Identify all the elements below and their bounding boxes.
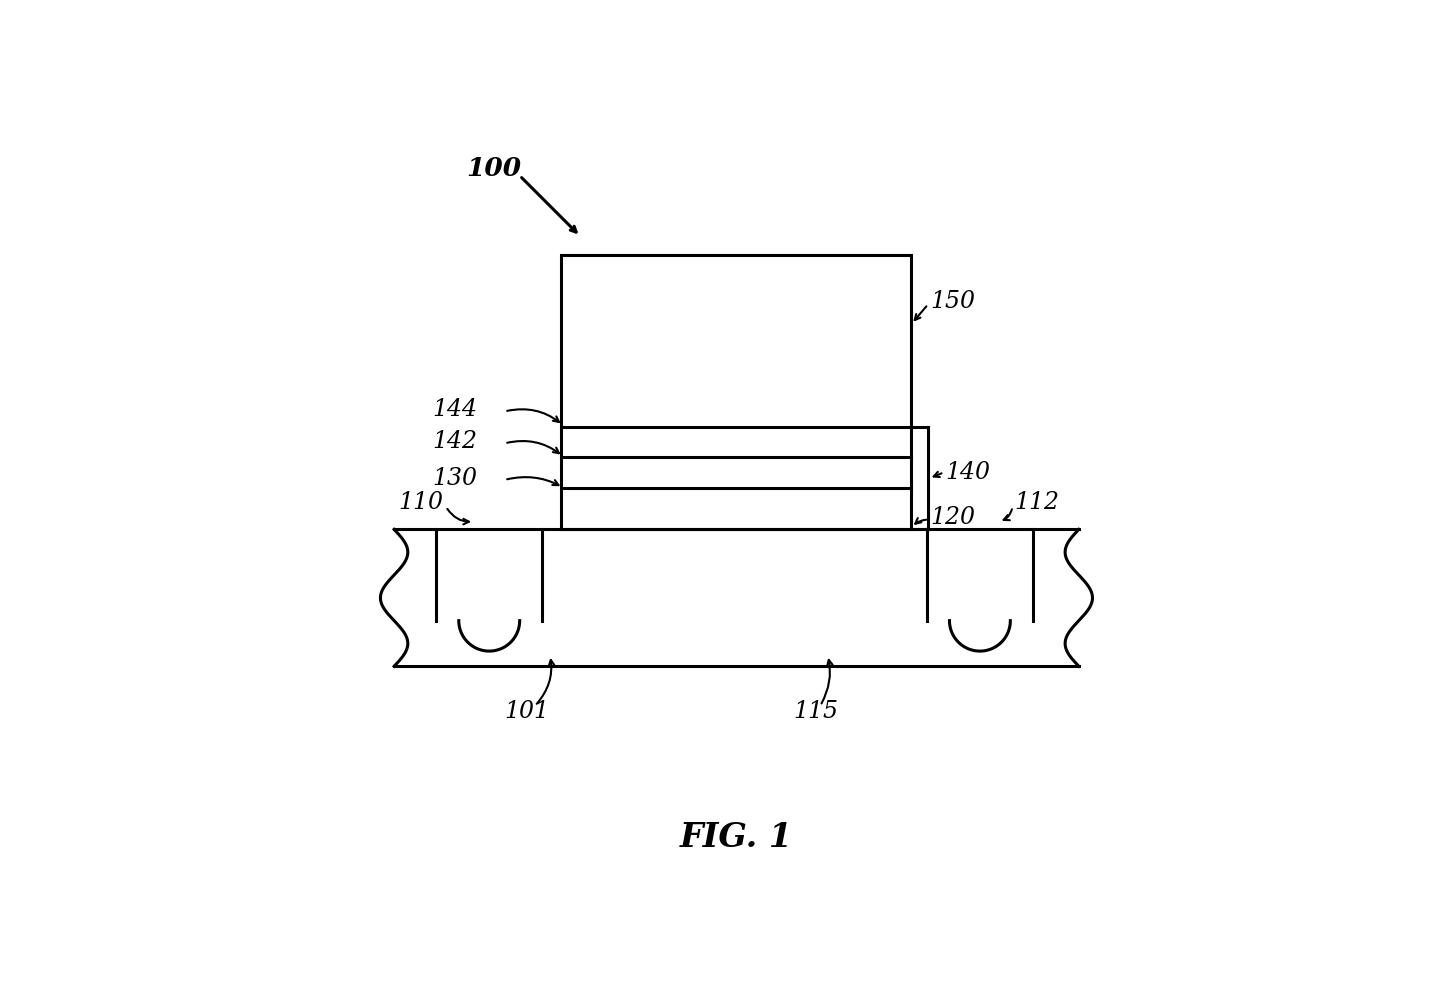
- Text: 150: 150: [930, 289, 976, 312]
- Text: 130: 130: [433, 467, 477, 490]
- Text: 140: 140: [946, 460, 990, 484]
- Text: FIG. 1: FIG. 1: [680, 821, 793, 854]
- Text: 144: 144: [433, 398, 477, 421]
- Text: 110: 110: [398, 491, 443, 514]
- Bar: [562, 256, 911, 530]
- Text: 120: 120: [930, 507, 976, 530]
- Text: 101: 101: [504, 700, 549, 723]
- Text: 100: 100: [467, 155, 522, 181]
- Text: 112: 112: [1015, 491, 1059, 514]
- Text: 115: 115: [793, 700, 839, 723]
- Text: 142: 142: [433, 431, 477, 453]
